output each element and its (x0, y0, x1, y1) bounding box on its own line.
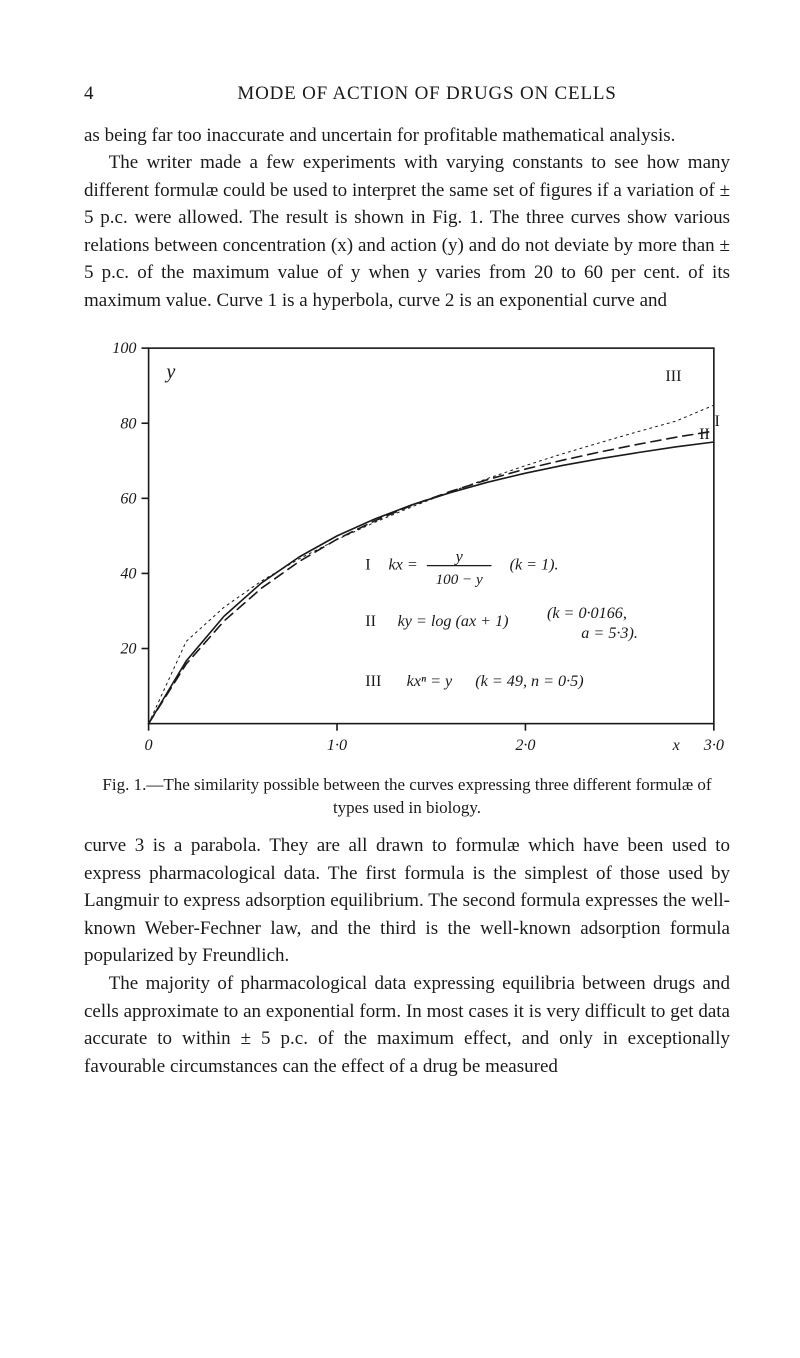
figure-1: 01·02·03·0x20406080100yIIIIIIIkx =y100 −… (84, 334, 730, 820)
svg-text:I: I (365, 557, 370, 574)
page-number: 4 (84, 80, 124, 108)
svg-text:(k = 49, n = 0·5): (k = 49, n = 0·5) (475, 673, 583, 690)
svg-text:y: y (164, 362, 175, 384)
svg-text:1·0: 1·0 (327, 737, 347, 754)
svg-text:0: 0 (145, 737, 153, 754)
svg-text:ky = log (ax + 1): ky = log (ax + 1) (398, 613, 509, 630)
svg-text:kxⁿ = y: kxⁿ = y (407, 673, 453, 690)
figure-1-svg: 01·02·03·0x20406080100yIIIIIIIkx =y100 −… (84, 334, 730, 768)
svg-text:kx =: kx = (388, 557, 417, 574)
svg-text:I: I (715, 413, 720, 430)
svg-text:80: 80 (120, 416, 136, 433)
svg-text:y: y (454, 549, 464, 566)
svg-text:II: II (699, 427, 710, 444)
svg-text:3·0: 3·0 (703, 737, 724, 754)
body-text-top: as being far too inaccurate and uncertai… (84, 122, 730, 315)
figure-1-caption: Fig. 1.—The similarity possible between … (84, 774, 730, 820)
svg-text:100: 100 (112, 341, 136, 358)
svg-text:(k = 0·0166,: (k = 0·0166, (547, 605, 627, 622)
svg-text:(k = 1).: (k = 1). (510, 557, 559, 574)
svg-text:III: III (365, 673, 381, 690)
svg-text:100 − y: 100 − y (436, 572, 483, 588)
svg-text:40: 40 (120, 566, 136, 583)
paragraph-2: The writer made a few experiments with v… (84, 149, 730, 314)
svg-text:II: II (365, 613, 376, 630)
svg-text:2·0: 2·0 (515, 737, 535, 754)
svg-text:60: 60 (120, 491, 136, 508)
paragraph-4: The majority of pharmacological data exp… (84, 970, 730, 1080)
page-header: 4 MODE OF ACTION OF DRUGS ON CELLS (84, 80, 730, 108)
paragraph-3: curve 3 is a parabola. They are all draw… (84, 832, 730, 970)
body-text-bottom: curve 3 is a parabola. They are all draw… (84, 832, 730, 1080)
svg-text:III: III (665, 368, 681, 385)
svg-text:20: 20 (120, 641, 136, 658)
svg-text:x: x (672, 737, 681, 754)
svg-text:a = 5·3).: a = 5·3). (581, 625, 638, 642)
paragraph-1: as being far too inaccurate and uncertai… (84, 122, 730, 150)
running-head: MODE OF ACTION OF DRUGS ON CELLS (124, 80, 730, 108)
page: 4 MODE OF ACTION OF DRUGS ON CELLS as be… (0, 0, 800, 1140)
